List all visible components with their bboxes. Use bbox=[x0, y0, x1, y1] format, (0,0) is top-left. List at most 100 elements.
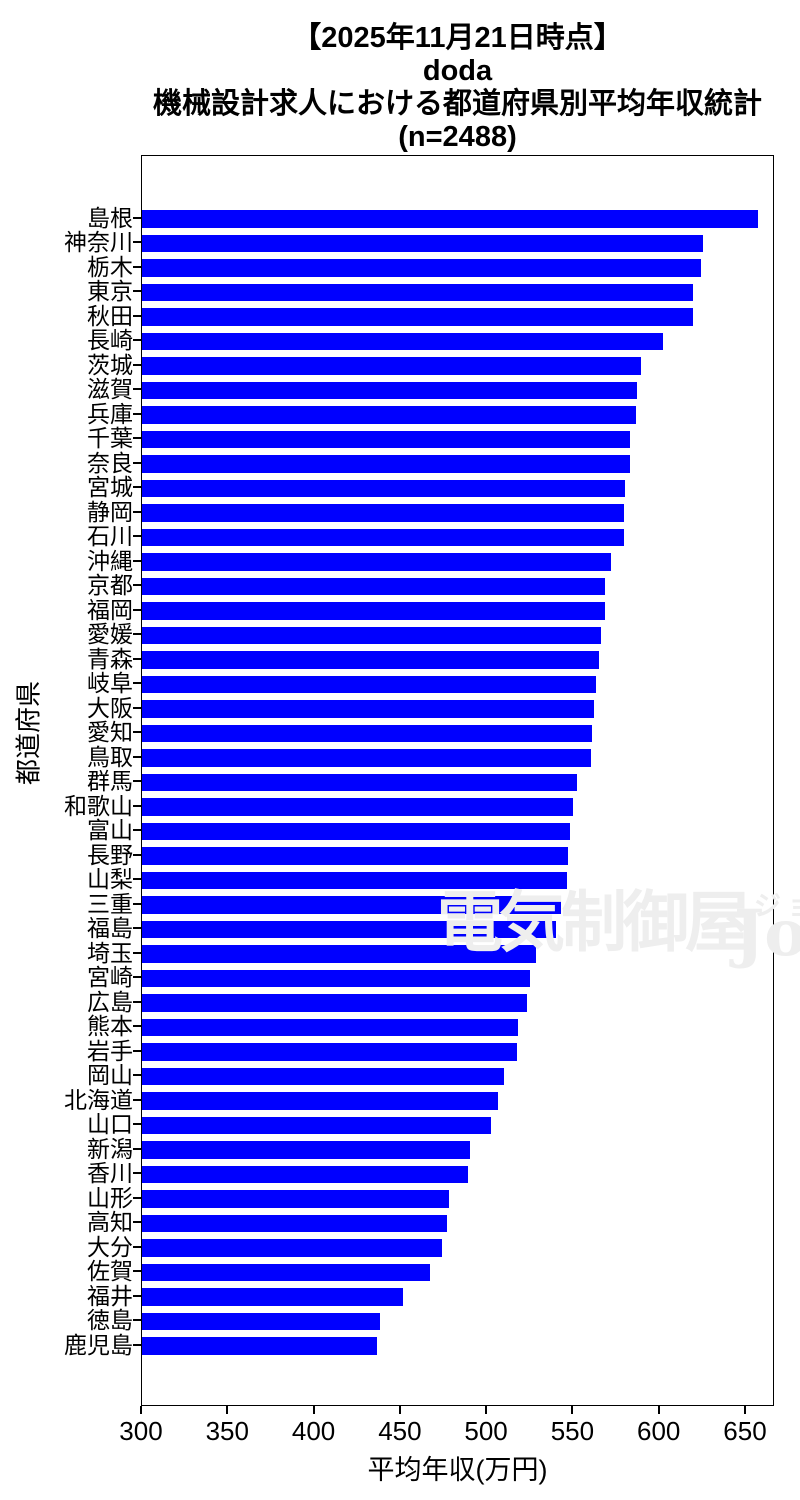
y-tick-label: 佐賀 bbox=[87, 1258, 133, 1285]
y-tick-label: 高知 bbox=[87, 1209, 133, 1236]
y-tick-mark bbox=[133, 314, 141, 317]
bar bbox=[142, 920, 557, 938]
y-tick-label: 福井 bbox=[87, 1282, 133, 1309]
y-tick-mark bbox=[133, 510, 141, 513]
y-tick-label: 岩手 bbox=[87, 1037, 133, 1064]
x-tick-label: 350 bbox=[205, 1416, 249, 1446]
y-tick-label: 愛知 bbox=[87, 719, 133, 746]
x-tick-label: 550 bbox=[550, 1416, 595, 1446]
bar bbox=[142, 308, 693, 326]
y-tick-label: 山口 bbox=[87, 1111, 133, 1138]
bar bbox=[142, 1067, 505, 1085]
watermark-latin-text: Job bbox=[734, 896, 800, 971]
bar bbox=[142, 700, 595, 718]
y-tick-label: 岡山 bbox=[87, 1062, 133, 1089]
bar bbox=[142, 1190, 450, 1208]
x-tick-mark bbox=[571, 1406, 574, 1414]
chart-title: 【2025年11月21日時点】 doda 機械設計求人における都道府県別平均年収… bbox=[141, 22, 774, 154]
y-tick-label: 千葉 bbox=[87, 425, 133, 452]
y-tick-mark bbox=[133, 902, 141, 905]
bar bbox=[142, 332, 664, 350]
bar bbox=[142, 1165, 469, 1183]
y-tick-label: 青森 bbox=[87, 645, 133, 672]
bar bbox=[142, 749, 591, 767]
y-tick-mark bbox=[133, 1049, 141, 1052]
y-tick-mark bbox=[133, 731, 141, 734]
y-tick-mark bbox=[133, 290, 141, 293]
y-tick-mark bbox=[133, 486, 141, 489]
bar bbox=[142, 577, 605, 595]
bar bbox=[142, 1288, 403, 1306]
bar bbox=[142, 651, 600, 669]
y-tick-label: 山形 bbox=[87, 1184, 133, 1211]
x-tick-label: 450 bbox=[378, 1416, 422, 1446]
y-tick-label: 兵庫 bbox=[87, 400, 133, 427]
y-tick-mark bbox=[133, 1123, 141, 1126]
x-axis-title: 平均年収(万円) bbox=[367, 1455, 548, 1485]
y-tick-label: 東京 bbox=[87, 278, 133, 305]
y-tick-mark bbox=[133, 608, 141, 611]
y-tick-label: 宮城 bbox=[87, 474, 133, 501]
y-tick-mark bbox=[133, 951, 141, 954]
y-tick-label: 奈良 bbox=[87, 449, 133, 476]
plot-area: 電気制御屋 ジョブ Job bbox=[141, 155, 800, 1406]
y-tick-mark bbox=[133, 706, 141, 709]
y-tick-mark bbox=[133, 388, 141, 391]
y-tick-label: 新潟 bbox=[87, 1135, 133, 1162]
y-tick-mark bbox=[133, 682, 141, 685]
y-tick-mark bbox=[133, 755, 141, 758]
y-tick-label: 神奈川 bbox=[64, 229, 133, 256]
y-tick-label: 沖縄 bbox=[87, 547, 133, 574]
bar bbox=[142, 1239, 443, 1257]
y-tick-mark bbox=[133, 461, 141, 464]
x-tick-label: 500 bbox=[464, 1416, 508, 1446]
y-tick-mark bbox=[133, 657, 141, 660]
bar bbox=[142, 455, 631, 473]
x-tick-label: 300 bbox=[119, 1416, 163, 1446]
bar bbox=[142, 528, 624, 546]
bar bbox=[142, 871, 567, 889]
y-tick-label: 大阪 bbox=[87, 694, 133, 721]
y-tick-mark bbox=[133, 339, 141, 342]
y-tick-label: 静岡 bbox=[87, 498, 133, 525]
y-tick-mark bbox=[133, 927, 141, 930]
bar bbox=[142, 969, 531, 987]
y-tick-mark bbox=[133, 976, 141, 979]
y-tick-mark bbox=[133, 412, 141, 415]
x-tick-mark bbox=[744, 1406, 746, 1414]
y-tick-label: 島根 bbox=[87, 204, 133, 231]
y-tick-label: 福島 bbox=[87, 915, 133, 942]
y-tick-label: 徳島 bbox=[87, 1307, 133, 1334]
bar bbox=[142, 357, 641, 375]
bar bbox=[142, 283, 693, 301]
y-tick-label: 鳥取 bbox=[87, 743, 133, 770]
bar bbox=[142, 1043, 517, 1061]
y-tick-mark bbox=[133, 584, 141, 587]
y-tick-label: 熊本 bbox=[87, 1013, 133, 1040]
bar bbox=[142, 945, 536, 963]
bar bbox=[142, 1092, 498, 1110]
bar bbox=[142, 773, 577, 791]
title-line-main: 機械設計求人における都道府県別平均年収統計 bbox=[152, 88, 762, 120]
bar bbox=[142, 994, 527, 1012]
bar bbox=[142, 406, 636, 424]
bar bbox=[142, 430, 631, 448]
y-tick-mark bbox=[133, 633, 141, 636]
y-tick-label: 富山 bbox=[87, 817, 133, 844]
x-tick-mark bbox=[485, 1406, 488, 1414]
bar bbox=[142, 1018, 519, 1036]
title-line-sample: (n=2488) bbox=[398, 121, 517, 153]
y-tick-label: 京都 bbox=[87, 572, 133, 599]
bar bbox=[142, 724, 593, 742]
y-tick-label: 山梨 bbox=[87, 866, 133, 893]
y-tick-mark bbox=[133, 878, 141, 881]
watermark-katakana-text: ジョブ bbox=[754, 891, 800, 921]
x-tick-label: 400 bbox=[291, 1416, 336, 1446]
y-tick-mark bbox=[133, 1098, 141, 1101]
y-tick-label: 鹿児島 bbox=[64, 1331, 133, 1358]
y-tick-mark bbox=[133, 1000, 141, 1003]
x-tick-mark bbox=[657, 1406, 660, 1414]
bar bbox=[142, 1141, 470, 1159]
bar bbox=[142, 798, 574, 816]
bar bbox=[142, 504, 624, 522]
